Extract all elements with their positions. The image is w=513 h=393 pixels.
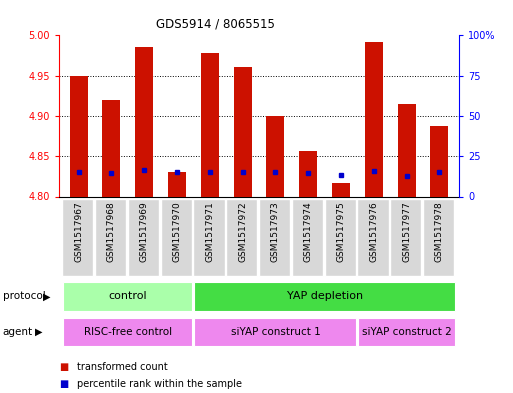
- Text: GDS5914 / 8065515: GDS5914 / 8065515: [156, 18, 275, 31]
- Text: GSM1517968: GSM1517968: [107, 202, 116, 263]
- Text: GSM1517978: GSM1517978: [435, 202, 444, 263]
- Text: GSM1517974: GSM1517974: [304, 202, 313, 262]
- Text: GSM1517971: GSM1517971: [205, 202, 214, 263]
- Bar: [103, 100, 121, 196]
- FancyBboxPatch shape: [63, 318, 192, 346]
- Bar: [365, 42, 383, 196]
- Text: YAP depletion: YAP depletion: [287, 291, 363, 301]
- Text: percentile rank within the sample: percentile rank within the sample: [77, 379, 242, 389]
- Text: ▶: ▶: [43, 291, 50, 301]
- FancyBboxPatch shape: [259, 199, 290, 276]
- FancyBboxPatch shape: [161, 199, 192, 276]
- FancyBboxPatch shape: [194, 283, 455, 311]
- Text: GSM1517977: GSM1517977: [402, 202, 411, 263]
- Text: GSM1517975: GSM1517975: [337, 202, 346, 263]
- Bar: [266, 116, 285, 196]
- FancyBboxPatch shape: [292, 199, 323, 276]
- Text: ■: ■: [59, 379, 68, 389]
- FancyBboxPatch shape: [390, 199, 421, 276]
- FancyBboxPatch shape: [358, 199, 389, 276]
- FancyBboxPatch shape: [128, 199, 159, 276]
- Text: GSM1517967: GSM1517967: [74, 202, 83, 263]
- FancyBboxPatch shape: [62, 199, 93, 276]
- Text: RISC-free control: RISC-free control: [84, 327, 172, 337]
- FancyBboxPatch shape: [359, 318, 455, 346]
- Text: GSM1517976: GSM1517976: [369, 202, 379, 263]
- Text: transformed count: transformed count: [77, 362, 168, 373]
- Text: siYAP construct 2: siYAP construct 2: [362, 327, 451, 337]
- Bar: [135, 48, 153, 196]
- Bar: [398, 104, 416, 196]
- Bar: [332, 183, 350, 196]
- FancyBboxPatch shape: [193, 199, 225, 276]
- Text: agent: agent: [3, 327, 33, 337]
- Text: siYAP construct 1: siYAP construct 1: [230, 327, 320, 337]
- Bar: [430, 126, 448, 196]
- Text: GSM1517972: GSM1517972: [238, 202, 247, 262]
- FancyBboxPatch shape: [226, 199, 258, 276]
- FancyBboxPatch shape: [95, 199, 126, 276]
- Bar: [201, 53, 219, 196]
- Text: ■: ■: [59, 362, 68, 373]
- Bar: [70, 75, 88, 196]
- Text: protocol: protocol: [3, 291, 45, 301]
- Text: control: control: [109, 291, 147, 301]
- FancyBboxPatch shape: [63, 283, 192, 311]
- Bar: [168, 172, 186, 196]
- Text: GSM1517969: GSM1517969: [140, 202, 149, 263]
- FancyBboxPatch shape: [423, 199, 454, 276]
- Bar: [299, 151, 317, 196]
- FancyBboxPatch shape: [194, 318, 357, 346]
- Text: GSM1517973: GSM1517973: [271, 202, 280, 263]
- FancyBboxPatch shape: [325, 199, 356, 276]
- Bar: [233, 67, 252, 196]
- Text: ▶: ▶: [35, 327, 43, 337]
- Text: GSM1517970: GSM1517970: [172, 202, 182, 263]
